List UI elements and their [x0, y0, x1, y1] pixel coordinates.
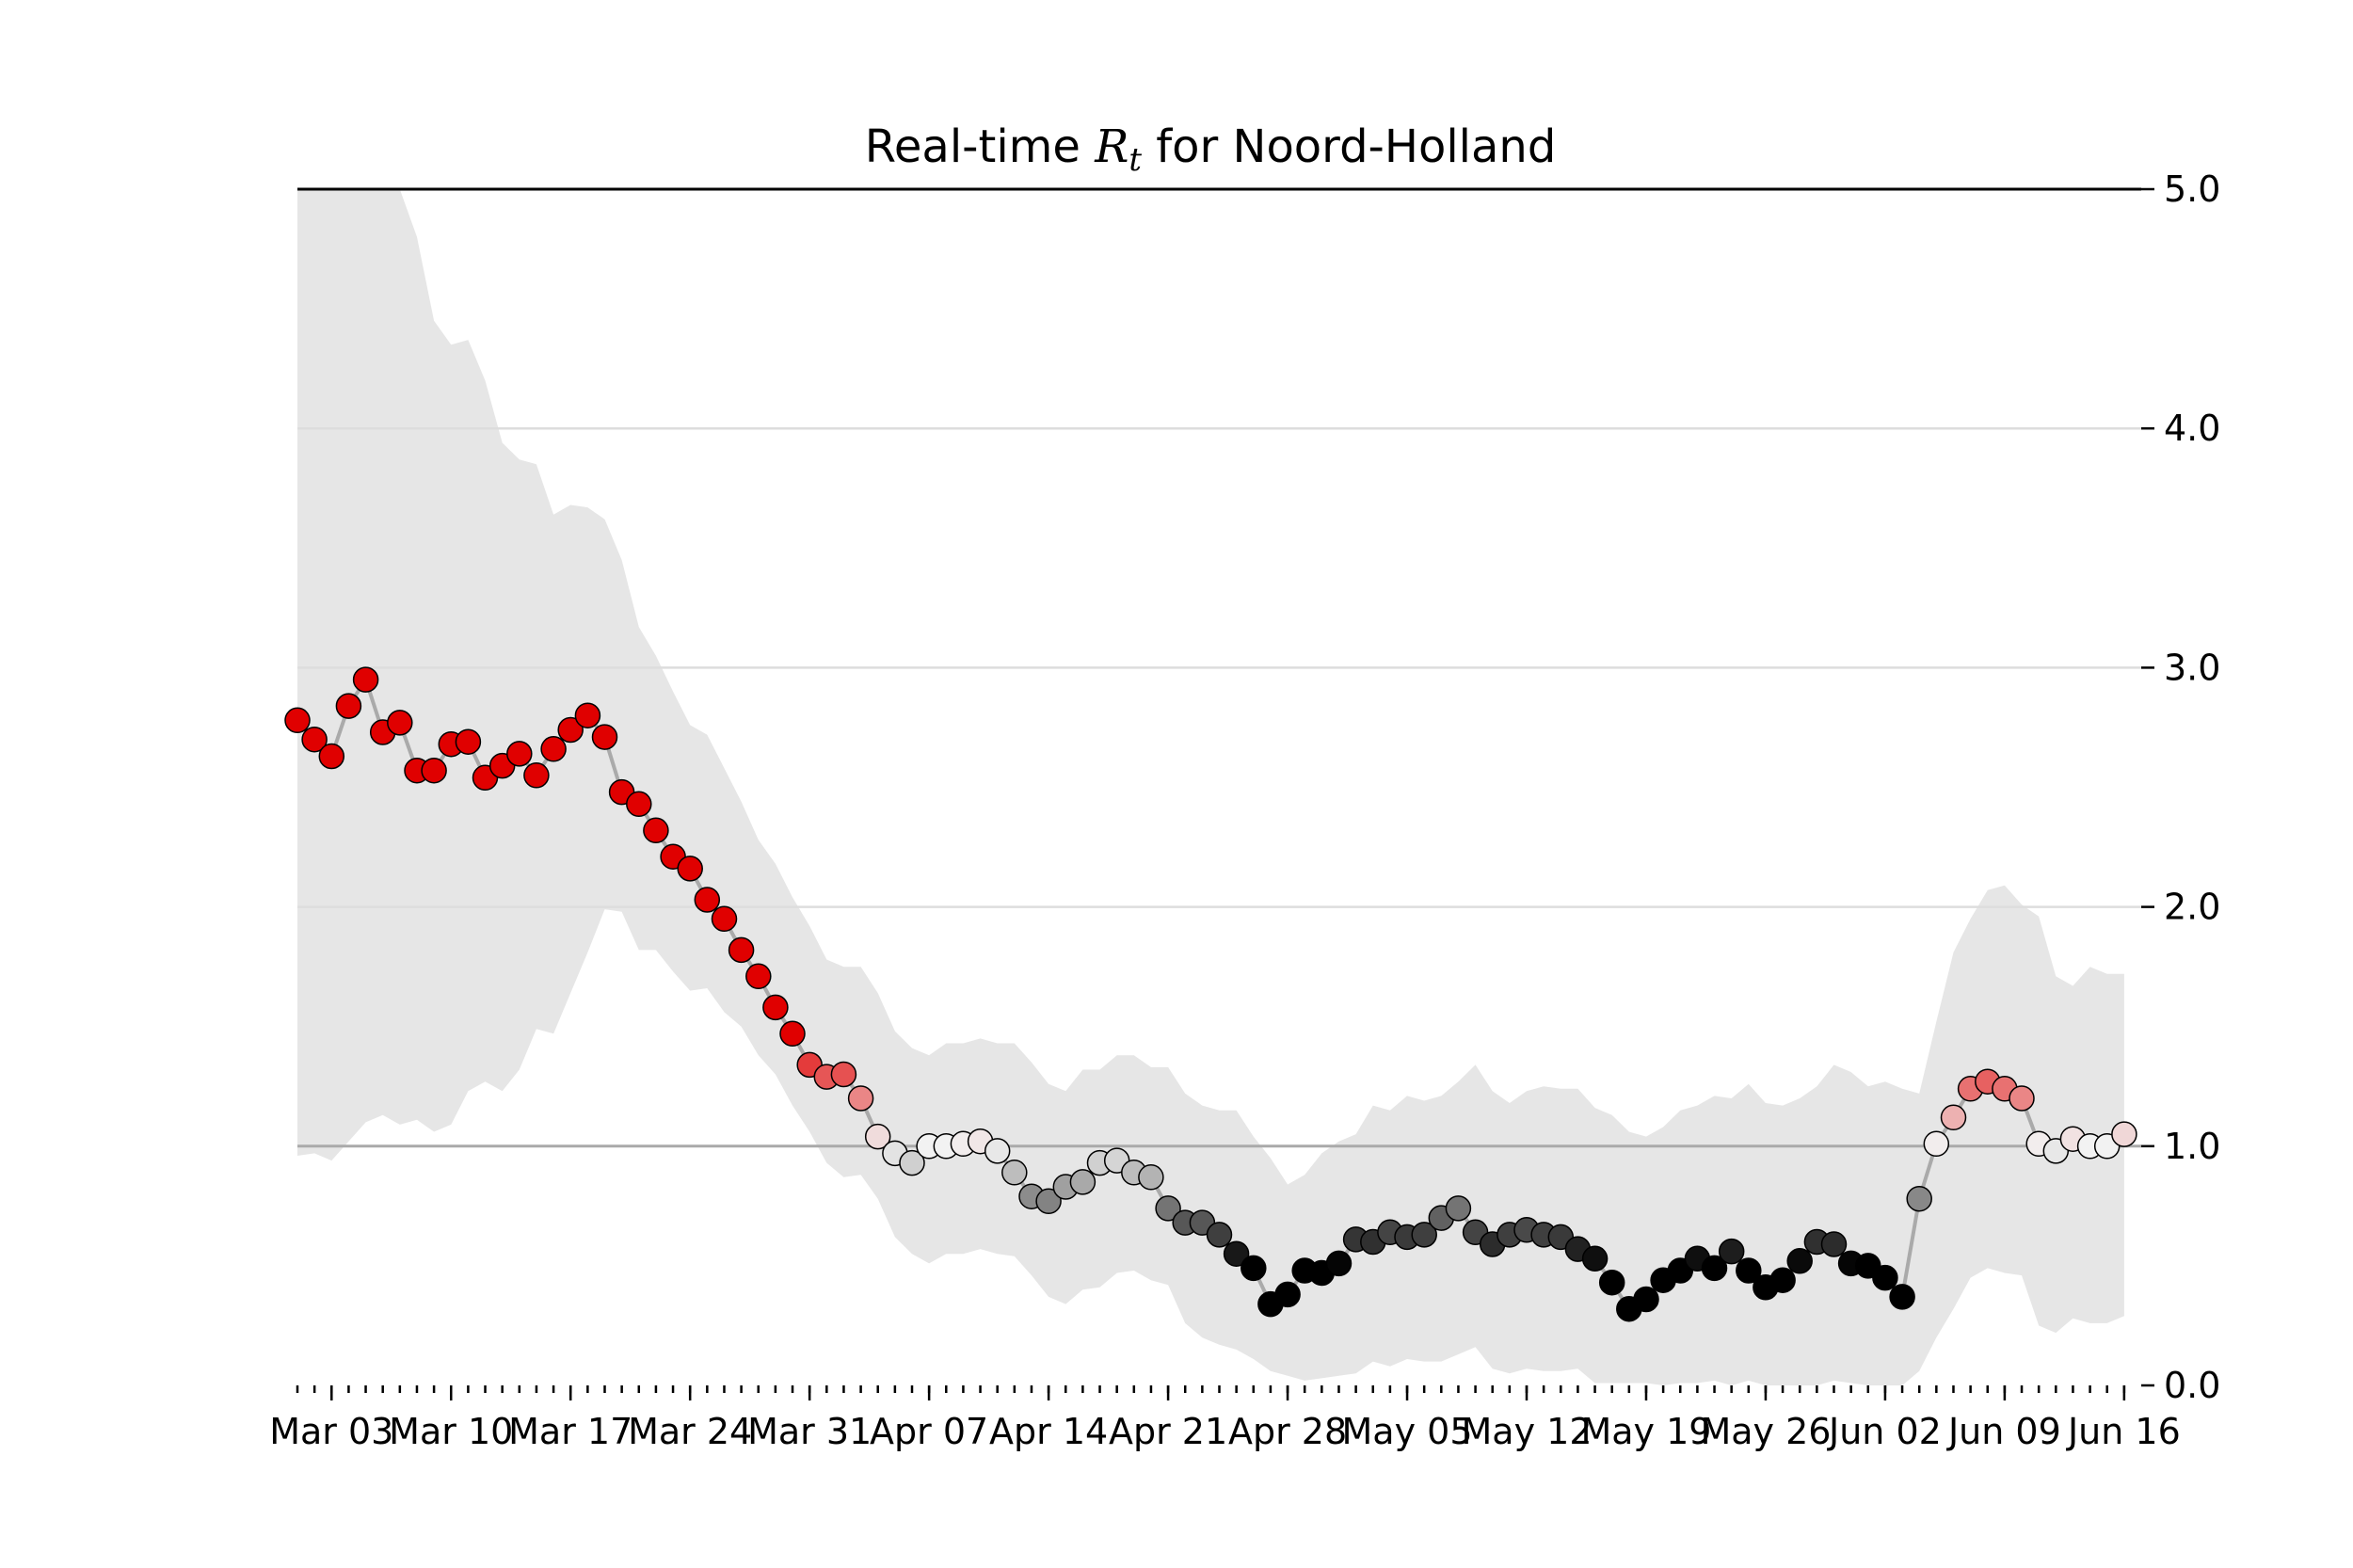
data-point	[1001, 1160, 1028, 1186]
x-tick-label: Mar 24	[628, 1411, 752, 1452]
x-tick-label: Mar 10	[389, 1411, 513, 1452]
data-point	[557, 716, 584, 744]
data-point	[984, 1138, 1011, 1164]
y-tick-label: 2.0	[2164, 887, 2220, 928]
band-area	[297, 189, 2124, 1385]
data-point	[387, 710, 413, 736]
data-point	[506, 741, 533, 767]
data-point	[455, 728, 482, 755]
data-point	[1325, 1250, 1353, 1277]
y-tick-label: 4.0	[2164, 408, 2220, 449]
data-point	[1940, 1104, 1967, 1131]
data-point	[728, 936, 755, 964]
data-point	[1223, 1240, 1250, 1267]
data-point	[1138, 1164, 1164, 1191]
x-tick-label: May 26	[1700, 1411, 1831, 1452]
data-point	[1906, 1185, 1932, 1212]
data-point	[540, 736, 567, 762]
rt-points	[284, 666, 2137, 1322]
data-point	[847, 1085, 874, 1112]
data-point	[523, 762, 550, 789]
x-tick-label: Apr 28	[1228, 1411, 1347, 1452]
y-tick-label: 1.0	[2164, 1126, 2220, 1167]
x-tick-label: Apr 07	[870, 1411, 988, 1452]
data-point	[1035, 1188, 1062, 1215]
title-suffix: for Noord-Holland	[1142, 120, 1556, 173]
data-point	[1718, 1238, 1745, 1265]
data-point	[830, 1061, 857, 1088]
data-point	[1633, 1286, 1659, 1313]
data-point	[899, 1149, 925, 1176]
title-subscript: t	[1128, 141, 1142, 179]
x-tick-label: Jun 02	[1827, 1411, 1942, 1452]
data-point	[643, 817, 669, 844]
data-point	[1701, 1255, 1728, 1282]
x-tick-label: Jun 16	[2066, 1411, 2181, 1452]
data-point	[1581, 1245, 1609, 1272]
data-point	[1786, 1248, 1813, 1274]
y-tick-label: 3.0	[2164, 647, 2220, 688]
data-point	[1445, 1195, 1472, 1222]
data-point	[2111, 1121, 2137, 1147]
x-tick-label: Mar 03	[269, 1411, 393, 1452]
y-tick-label: 0.0	[2164, 1365, 2220, 1406]
x-tick-label: Apr 21	[1109, 1411, 1227, 1452]
confidence-band	[297, 189, 2124, 1385]
data-point	[762, 994, 789, 1021]
data-point	[694, 887, 721, 913]
data-point	[1923, 1130, 1950, 1158]
data-point	[1241, 1255, 1267, 1282]
gridlines	[297, 187, 2141, 1148]
data-point	[2009, 1085, 2035, 1112]
data-point	[677, 856, 703, 882]
data-point	[779, 1020, 806, 1048]
x-tick-label: Jun 09	[1946, 1411, 2061, 1452]
data-point	[1274, 1281, 1301, 1308]
data-point	[864, 1123, 891, 1150]
title-symbol: R	[1094, 120, 1128, 173]
data-point	[1069, 1169, 1096, 1195]
data-point	[284, 707, 311, 734]
data-point	[1155, 1195, 1181, 1222]
y-tick-label: 5.0	[2164, 168, 2220, 210]
data-point	[335, 693, 362, 719]
data-point	[591, 724, 618, 750]
data-point	[421, 757, 447, 784]
data-point	[1736, 1257, 1762, 1284]
x-tick-label: May 12	[1462, 1411, 1593, 1452]
chart-title: Real-time Rt for Noord-Holland	[865, 120, 1557, 179]
title-prefix: Real-time	[865, 120, 1096, 173]
data-point	[711, 905, 738, 933]
x-tick-label: May 05	[1342, 1411, 1473, 1452]
x-tick-label: May 19	[1580, 1411, 1711, 1452]
data-point	[1598, 1269, 1625, 1296]
data-point	[1889, 1284, 1915, 1310]
x-tick-label: Mar 31	[747, 1411, 872, 1452]
data-point	[1872, 1264, 1898, 1291]
data-point	[1411, 1222, 1437, 1248]
data-point	[318, 743, 345, 770]
data-point	[745, 963, 772, 990]
data-point	[574, 702, 601, 728]
data-point	[352, 666, 379, 693]
data-point	[1206, 1222, 1233, 1248]
data-point	[1769, 1267, 1796, 1293]
data-point	[301, 726, 328, 753]
data-point	[1820, 1231, 1848, 1257]
data-point	[626, 791, 652, 818]
x-tick-label: Mar 17	[508, 1411, 632, 1452]
x-tick-label: Apr 14	[989, 1411, 1108, 1452]
